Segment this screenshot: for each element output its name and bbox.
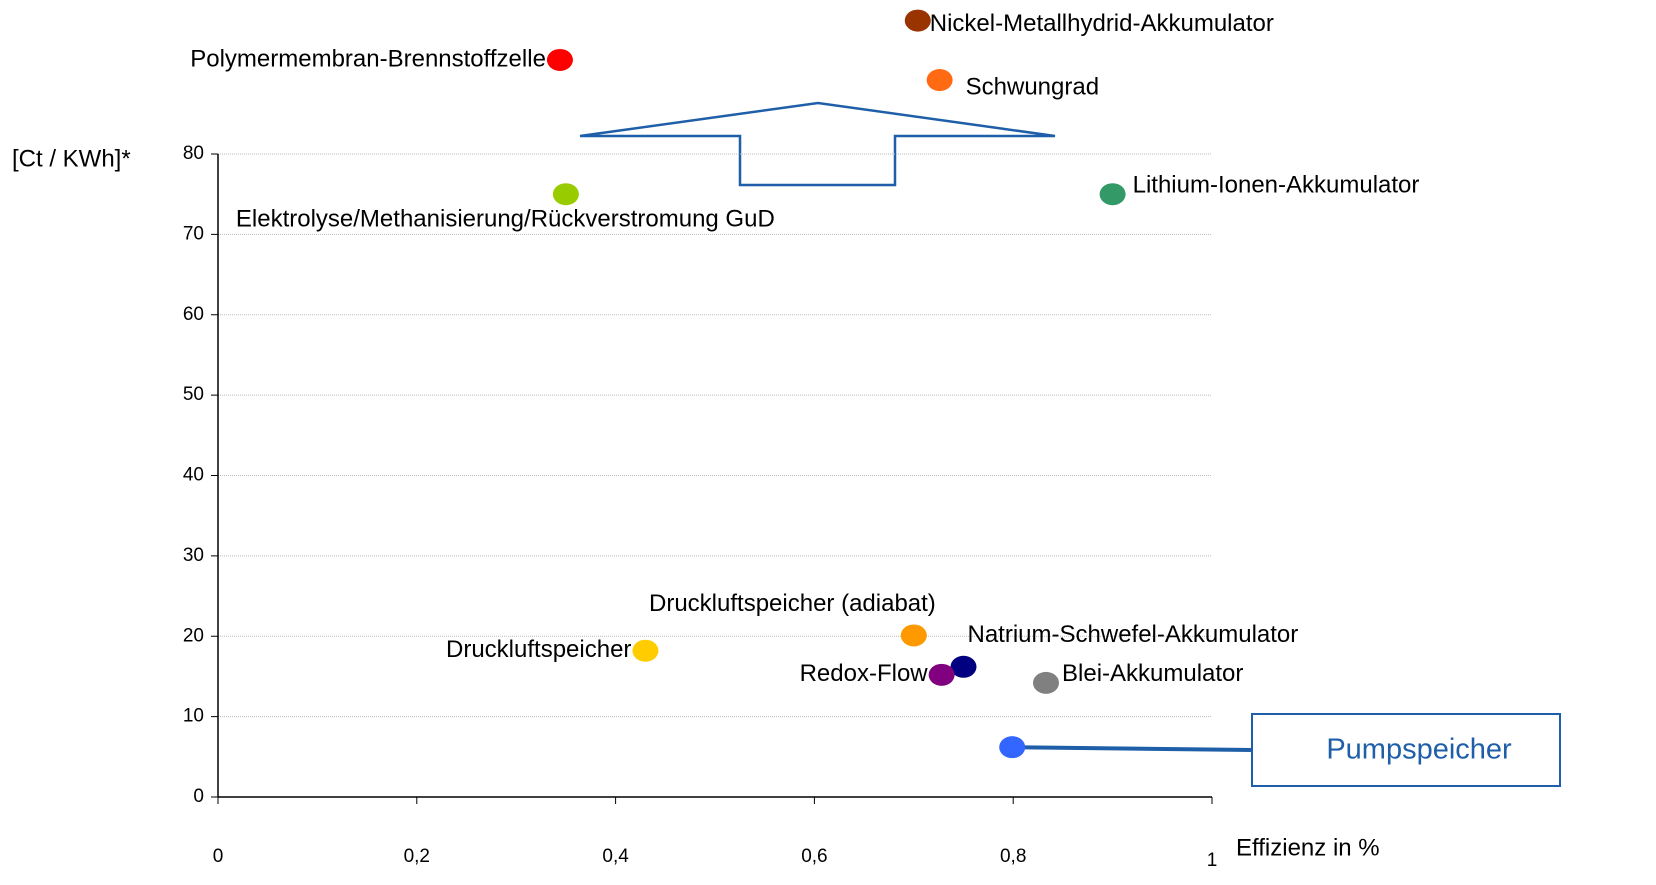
point xyxy=(904,9,931,32)
point-label: Polymermembran-Brennstoffzelle xyxy=(190,45,546,72)
point xyxy=(552,183,579,206)
y-tick-label: 20 xyxy=(183,625,204,646)
point xyxy=(999,736,1026,759)
callout-box xyxy=(1251,713,1561,787)
x-tick-label: 0,4 xyxy=(602,846,629,867)
point-label: Nickel-Metallhydrid-Akkumulator xyxy=(930,10,1274,37)
point-label: Druckluftspeicher (adiabat) xyxy=(649,590,936,617)
point xyxy=(1033,671,1060,694)
point xyxy=(900,624,927,647)
point-label: Lithium-Ionen-Akkumulator xyxy=(1133,172,1420,199)
up-arrow xyxy=(579,101,1056,187)
point-label: Druckluftspeicher xyxy=(446,636,631,663)
x-axis-label: Effizienz in % xyxy=(1236,834,1380,861)
point-label: Schwungrad xyxy=(966,73,1099,100)
y-tick-label: 50 xyxy=(183,384,204,405)
y-tick-label: 0 xyxy=(193,786,204,807)
y-tick-label: 40 xyxy=(183,465,204,486)
point-label: Blei-Akkumulator xyxy=(1062,660,1243,687)
y-tick-label: 30 xyxy=(183,545,204,566)
x-tick-label: 1 xyxy=(1207,850,1218,871)
x-tick-label: 0,6 xyxy=(801,846,827,867)
point-label: Elektrolyse/Methanisierung/Rückverstromu… xyxy=(236,206,775,233)
y-tick-label: 70 xyxy=(183,223,204,244)
y-axis-label: [Ct / KWh]* xyxy=(12,145,131,172)
callout-line xyxy=(1012,745,1253,752)
point xyxy=(928,663,955,686)
x-tick-label: 0 xyxy=(213,846,224,867)
x-tick-label: 0,2 xyxy=(404,846,430,867)
y-tick-label: 80 xyxy=(183,143,204,164)
callout-label: Pumpspeicher xyxy=(1326,734,1512,766)
y-tick-label: 10 xyxy=(183,706,204,727)
y-tick-label: 60 xyxy=(183,304,204,325)
point xyxy=(926,69,953,92)
point-label: Redox-Flow xyxy=(800,660,929,687)
x-tick-label: 0,8 xyxy=(1000,846,1026,867)
point xyxy=(546,48,573,71)
point xyxy=(950,655,977,678)
point xyxy=(632,639,659,662)
point-label: Natrium-Schwefel-Akkumulator xyxy=(968,621,1299,648)
point xyxy=(1099,183,1126,206)
